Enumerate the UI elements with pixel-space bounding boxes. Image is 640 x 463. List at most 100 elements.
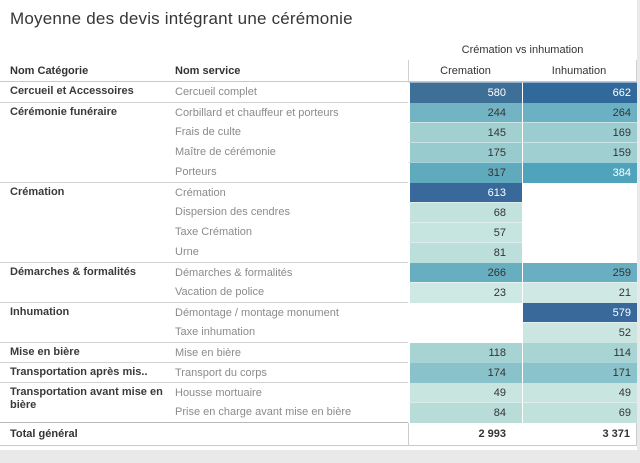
- category-cell: [0, 162, 170, 183]
- cremation-value-cell[interactable]: 580: [408, 82, 522, 103]
- service-cell[interactable]: Vacation de police: [175, 286, 265, 298]
- table-row: Taxe inhumation 52: [0, 322, 637, 343]
- total-row: Total général 2 993 3 371: [0, 422, 637, 446]
- service-cell[interactable]: Housse mortuaire: [175, 387, 262, 399]
- inhumation-value-cell[interactable]: [522, 242, 637, 263]
- category-cell: [0, 222, 170, 243]
- table-header-row: Nom Catégorie Nom service Cremation Inhu…: [0, 60, 637, 82]
- table-row: Prise en charge avant mise en bière 84 69: [0, 402, 637, 423]
- inhumation-value-cell[interactable]: 171: [522, 363, 637, 383]
- table-row: Vacation de police 23 21: [0, 282, 637, 303]
- category-cell[interactable]: Transportation avant mise en bière: [0, 383, 170, 411]
- service-cell[interactable]: Mise en bière: [175, 347, 242, 359]
- category-label: Transportation après mis..: [10, 366, 148, 378]
- table-row: Crémation Crémation 613: [0, 182, 637, 203]
- category-cell[interactable]: Inhumation: [0, 303, 170, 323]
- total-cremation-value: 2 993: [408, 423, 522, 446]
- table-row: Transportation après mis.. Transport du c…: [0, 362, 637, 383]
- header-nom-service[interactable]: Nom service: [175, 65, 241, 77]
- category-cell[interactable]: Démarches & formalités: [0, 263, 170, 283]
- dashboard-canvas: Moyenne des devis intégrant une cérémoni…: [0, 0, 637, 450]
- service-cell[interactable]: Crémation: [175, 187, 226, 199]
- category-cell: [0, 242, 170, 263]
- category-label: Cercueil et Accessoires: [10, 85, 134, 97]
- category-cell[interactable]: Crémation: [0, 183, 170, 203]
- cremation-value-cell[interactable]: 68: [408, 202, 522, 223]
- cremation-value-cell[interactable]: 174: [408, 363, 522, 383]
- service-cell[interactable]: Corbillard et chauffeur et porteurs: [175, 107, 339, 119]
- category-cell: [0, 122, 170, 143]
- category-cell[interactable]: Mise en bière: [0, 343, 170, 363]
- category-cell[interactable]: Cérémonie funéraire: [0, 103, 170, 123]
- highlight-table: Crémation vs inhumation Nom Catégorie No…: [0, 40, 637, 446]
- cremation-value-cell[interactable]: 244: [408, 103, 522, 123]
- inhumation-value-cell[interactable]: 159: [522, 142, 637, 163]
- service-cell[interactable]: Prise en charge avant mise en bière: [175, 406, 352, 418]
- total-inhumation-value: 3 371: [522, 423, 637, 446]
- service-cell[interactable]: Cercueil complet: [175, 86, 257, 98]
- inhumation-value-cell[interactable]: 169: [522, 122, 637, 143]
- table-row: Mise en bière Mise en bière 118 114: [0, 342, 637, 363]
- cremation-value-cell[interactable]: [408, 303, 522, 323]
- table-row: Maître de cérémonie 175 159: [0, 142, 637, 163]
- total-label: Total général: [10, 428, 78, 440]
- table-row: Cérémonie funéraire Corbillard et chauffe…: [0, 102, 637, 123]
- inhumation-value-cell[interactable]: 384: [522, 162, 637, 183]
- category-label: Transportation avant mise en bière: [10, 386, 163, 411]
- category-cell[interactable]: Cercueil et Accessoires: [0, 82, 170, 103]
- service-cell[interactable]: Démontage / montage monument: [175, 307, 339, 319]
- cremation-value-cell[interactable]: 49: [408, 383, 522, 403]
- inhumation-value-cell[interactable]: [522, 183, 637, 203]
- category-cell[interactable]: Transportation après mis..: [0, 363, 170, 383]
- inhumation-value-cell[interactable]: 21: [522, 282, 637, 303]
- header-cremation[interactable]: Cremation: [408, 60, 522, 82]
- cremation-value-cell[interactable]: 175: [408, 142, 522, 163]
- category-cell: [0, 402, 170, 423]
- cremation-value-cell[interactable]: [408, 322, 522, 343]
- category-cell: [0, 142, 170, 163]
- service-cell[interactable]: Dispersion des cendres: [175, 206, 290, 218]
- table-row: Taxe Crémation 57: [0, 222, 637, 243]
- category-label: Démarches & formalités: [10, 266, 136, 278]
- cremation-value-cell[interactable]: 84: [408, 402, 522, 423]
- table-row: Urne 81: [0, 242, 637, 263]
- service-cell[interactable]: Maître de cérémonie: [175, 146, 276, 158]
- inhumation-value-cell[interactable]: 114: [522, 343, 637, 363]
- category-label: Cérémonie funéraire: [10, 106, 117, 118]
- service-cell[interactable]: Taxe Crémation: [175, 226, 253, 238]
- cremation-value-cell[interactable]: 57: [408, 222, 522, 243]
- table-row: Porteurs 317 384: [0, 162, 637, 183]
- table-row: Transportation avant mise en bière Housse…: [0, 382, 637, 411]
- cremation-value-cell[interactable]: 23: [408, 282, 522, 303]
- cremation-value-cell[interactable]: 145: [408, 122, 522, 143]
- service-cell[interactable]: Urne: [175, 246, 199, 258]
- cremation-value-cell[interactable]: 118: [408, 343, 522, 363]
- service-cell[interactable]: Frais de culte: [175, 126, 242, 138]
- service-cell[interactable]: Porteurs: [175, 166, 217, 178]
- service-cell[interactable]: Transport du corps: [175, 367, 267, 379]
- inhumation-value-cell[interactable]: 259: [522, 263, 637, 283]
- service-cell[interactable]: Taxe inhumation: [175, 326, 256, 338]
- table-row: Démarches & formalités Démarches & formal…: [0, 262, 637, 283]
- inhumation-value-cell[interactable]: [522, 202, 637, 223]
- table-row: Inhumation Démontage / montage monument 57…: [0, 302, 637, 323]
- inhumation-value-cell[interactable]: 662: [522, 82, 637, 103]
- inhumation-value-cell[interactable]: 264: [522, 103, 637, 123]
- cremation-value-cell[interactable]: 81: [408, 242, 522, 263]
- table-row: Dispersion des cendres 68: [0, 202, 637, 223]
- inhumation-value-cell[interactable]: 579: [522, 303, 637, 323]
- category-cell: [0, 322, 170, 343]
- table-row: Frais de culte 145 169: [0, 122, 637, 143]
- cremation-value-cell[interactable]: 317: [408, 162, 522, 183]
- cremation-value-cell[interactable]: 613: [408, 183, 522, 203]
- inhumation-value-cell[interactable]: 69: [522, 402, 637, 423]
- inhumation-value-cell[interactable]: 52: [522, 322, 637, 343]
- header-inhumation[interactable]: Inhumation: [522, 60, 637, 82]
- chart-title: Moyenne des devis intégrant une cérémoni…: [10, 9, 353, 28]
- cremation-value-cell[interactable]: 266: [408, 263, 522, 283]
- inhumation-value-cell[interactable]: [522, 222, 637, 243]
- inhumation-value-cell[interactable]: 49: [522, 383, 637, 403]
- header-nom-categorie[interactable]: Nom Catégorie: [10, 65, 89, 77]
- service-cell[interactable]: Démarches & formalités: [175, 267, 293, 279]
- category-label: Inhumation: [10, 306, 70, 318]
